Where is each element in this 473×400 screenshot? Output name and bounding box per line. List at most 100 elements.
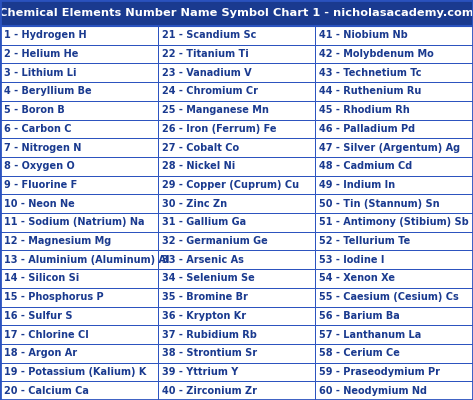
Bar [315, 344, 473, 362]
Bar [0, 26, 158, 45]
Bar [315, 82, 473, 101]
Text: 24 - Chromium Cr: 24 - Chromium Cr [162, 86, 258, 96]
Text: 13 - Aluminium (Aluminum) Al: 13 - Aluminium (Aluminum) Al [4, 255, 169, 265]
Bar [0, 306, 158, 325]
Bar [0, 269, 158, 288]
Text: 36 - Krypton Kr: 36 - Krypton Kr [162, 311, 246, 321]
Bar [158, 120, 315, 138]
Text: 42 - Molybdenum Mo: 42 - Molybdenum Mo [319, 49, 434, 59]
Text: 44 - Ruthenium Ru: 44 - Ruthenium Ru [319, 86, 422, 96]
Bar [158, 157, 315, 176]
Text: 27 - Cobalt Co: 27 - Cobalt Co [162, 142, 239, 152]
Bar [0, 250, 158, 269]
Bar [315, 325, 473, 344]
Text: 52 - Tellurium Te: 52 - Tellurium Te [319, 236, 411, 246]
Text: 12 - Magnesium Mg: 12 - Magnesium Mg [4, 236, 111, 246]
Text: 23 - Vanadium V: 23 - Vanadium V [162, 68, 251, 78]
Bar [0, 213, 158, 232]
Text: 46 - Palladium Pd: 46 - Palladium Pd [319, 124, 415, 134]
Bar [0, 82, 158, 101]
Bar [158, 269, 315, 288]
Bar [158, 381, 315, 400]
Bar [0, 232, 158, 250]
Bar [315, 381, 473, 400]
Text: 38 - Strontium Sr: 38 - Strontium Sr [162, 348, 257, 358]
Bar [158, 213, 315, 232]
Text: 5 - Boron B: 5 - Boron B [4, 105, 65, 115]
Bar [315, 120, 473, 138]
Bar [315, 101, 473, 120]
Bar [0, 120, 158, 138]
Text: 53 - Iodine I: 53 - Iodine I [319, 255, 385, 265]
Bar [0, 194, 158, 213]
Bar [158, 362, 315, 381]
Bar [315, 232, 473, 250]
Bar [0, 45, 158, 63]
Text: 26 - Iron (Ferrum) Fe: 26 - Iron (Ferrum) Fe [162, 124, 276, 134]
Bar [158, 325, 315, 344]
Text: 10 - Neon Ne: 10 - Neon Ne [4, 199, 75, 209]
Bar [315, 157, 473, 176]
Bar [0, 288, 158, 306]
Bar [315, 64, 473, 82]
Bar [315, 176, 473, 194]
Text: 29 - Copper (Cuprum) Cu: 29 - Copper (Cuprum) Cu [162, 180, 299, 190]
Bar [0, 176, 158, 194]
Bar [0, 138, 158, 157]
Text: 33 - Arsenic As: 33 - Arsenic As [162, 255, 244, 265]
Text: 60 - Neodymium Nd: 60 - Neodymium Nd [319, 386, 427, 396]
Text: 51 - Antimony (Stibium) Sb: 51 - Antimony (Stibium) Sb [319, 217, 469, 227]
Text: 1 - Hydrogen H: 1 - Hydrogen H [4, 30, 87, 40]
Text: 3 - Lithium Li: 3 - Lithium Li [4, 68, 77, 78]
Bar [0, 0, 473, 26]
Bar [158, 101, 315, 120]
Bar [0, 344, 158, 362]
Bar [315, 45, 473, 63]
Text: 57 - Lanthanum La: 57 - Lanthanum La [319, 330, 421, 340]
Text: 45 - Rhodium Rh: 45 - Rhodium Rh [319, 105, 410, 115]
Text: 14 - Silicon Si: 14 - Silicon Si [4, 274, 79, 284]
Text: 39 - Yttrium Y: 39 - Yttrium Y [162, 367, 238, 377]
Text: 58 - Cerium Ce: 58 - Cerium Ce [319, 348, 400, 358]
Bar [315, 250, 473, 269]
Text: 18 - Argon Ar: 18 - Argon Ar [4, 348, 77, 358]
Bar [315, 213, 473, 232]
Text: 56 - Barium Ba: 56 - Barium Ba [319, 311, 400, 321]
Bar [315, 194, 473, 213]
Bar [315, 26, 473, 45]
Bar [158, 64, 315, 82]
Bar [158, 176, 315, 194]
Bar [158, 250, 315, 269]
Text: Chemical Elements Number Name Symbol Chart 1 - nicholasacademy.com: Chemical Elements Number Name Symbol Cha… [0, 8, 473, 18]
Text: 32 - Germanium Ge: 32 - Germanium Ge [162, 236, 267, 246]
Text: 7 - Nitrogen N: 7 - Nitrogen N [4, 142, 81, 152]
Bar [0, 101, 158, 120]
Bar [158, 232, 315, 250]
Bar [0, 0, 473, 26]
Text: 35 - Bromine Br: 35 - Bromine Br [162, 292, 247, 302]
Bar [158, 45, 315, 63]
Bar [158, 344, 315, 362]
Bar [315, 269, 473, 288]
Text: 19 - Potassium (Kalium) K: 19 - Potassium (Kalium) K [4, 367, 146, 377]
Text: 41 - Niobium Nb: 41 - Niobium Nb [319, 30, 408, 40]
Bar [0, 325, 158, 344]
Text: 30 - Zinc Zn: 30 - Zinc Zn [162, 199, 227, 209]
Text: 9 - Fluorine F: 9 - Fluorine F [4, 180, 77, 190]
Text: 48 - Cadmium Cd: 48 - Cadmium Cd [319, 161, 412, 171]
Text: 59 - Praseodymium Pr: 59 - Praseodymium Pr [319, 367, 440, 377]
Text: 34 - Selenium Se: 34 - Selenium Se [162, 274, 254, 284]
Bar [158, 194, 315, 213]
Bar [158, 138, 315, 157]
Bar [158, 82, 315, 101]
Text: 55 - Caesium (Cesium) Cs: 55 - Caesium (Cesium) Cs [319, 292, 459, 302]
Bar [0, 381, 158, 400]
Text: 20 - Calcium Ca: 20 - Calcium Ca [4, 386, 89, 396]
Text: 49 - Indium In: 49 - Indium In [319, 180, 395, 190]
Text: 28 - Nickel Ni: 28 - Nickel Ni [162, 161, 235, 171]
Text: 8 - Oxygen O: 8 - Oxygen O [4, 161, 75, 171]
Text: 21 - Scandium Sc: 21 - Scandium Sc [162, 30, 256, 40]
Text: 22 - Titanium Ti: 22 - Titanium Ti [162, 49, 248, 59]
Text: 17 - Chlorine Cl: 17 - Chlorine Cl [4, 330, 89, 340]
Text: 47 - Silver (Argentum) Ag: 47 - Silver (Argentum) Ag [319, 142, 460, 152]
